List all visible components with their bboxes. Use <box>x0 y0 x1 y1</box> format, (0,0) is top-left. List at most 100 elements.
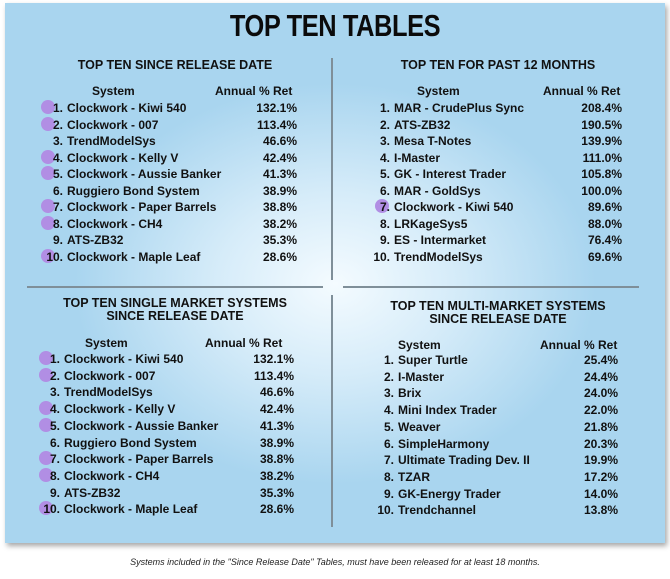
column-header-system: System <box>398 338 441 352</box>
table-row: 2. I-Master 24.4% <box>343 370 653 386</box>
table-row: 10. TrendModelSys 69.6% <box>343 250 653 266</box>
system-name: Trendchannel <box>398 503 477 518</box>
rank-number: 8. <box>379 216 390 231</box>
system-name: Ultimate Trading Dev. II <box>398 453 530 468</box>
table-row: 4. Mini Index Trader 22.0% <box>343 403 653 419</box>
table-row: 9. ES - Intermarket 76.4% <box>343 233 653 249</box>
rank-number: 5. <box>379 167 390 181</box>
system-name: GK - Interest Trader <box>394 167 507 181</box>
system-name: Clockwork - Paper Barrels <box>67 200 217 214</box>
system-name: Mesa T-Notes <box>394 134 472 148</box>
table-row: 7. Ultimate Trading Dev. II 19.9% <box>343 453 653 469</box>
system-name: Ruggiero Bond System <box>64 435 197 450</box>
annual-return-value: 208.4% <box>581 101 622 115</box>
table-row: 7. Clockwork - Paper Barrels 38.8% <box>25 199 325 216</box>
annual-return-value: 41.3% <box>259 418 294 433</box>
annual-return-value: 35.3% <box>259 485 294 500</box>
column-header-system: System <box>417 84 460 98</box>
rank-highlight-circle <box>41 248 55 263</box>
annual-return-value: 17.2% <box>583 469 618 484</box>
table-row: 3. TrendModelSys 46.6% <box>25 385 325 401</box>
table-row: 3. Brix 24.0% <box>343 386 653 402</box>
rank-number: 10. <box>377 503 394 518</box>
rank-number: 7. <box>379 200 390 214</box>
annual-return-value: 28.6% <box>259 502 294 517</box>
rank-number: 6. <box>383 436 394 451</box>
annual-return-value: 24.4% <box>583 369 618 384</box>
table-row: 1. Clockwork - Kiwi 540 132.1% <box>25 351 325 368</box>
annual-return-value: 38.8% <box>259 452 294 467</box>
rank-number: 1. <box>383 353 394 367</box>
table-row: 1. Clockwork - Kiwi 540 132.1% <box>25 100 325 117</box>
annual-return-value: 113.4% <box>253 368 294 383</box>
system-name: Clockwork - Kiwi 540 <box>64 352 184 366</box>
annual-return-value: 25.4% <box>583 353 618 367</box>
rank-highlight-circle <box>41 149 55 164</box>
annual-return-value: 132.1% <box>256 101 297 115</box>
table-title: TOP TEN FOR PAST 12 MONTHS <box>400 58 596 72</box>
rank-number: 6. <box>49 435 60 450</box>
rank-number: 10. <box>373 249 390 264</box>
table-row: 8. Clockwork - CH4 38.2% <box>25 215 325 233</box>
system-name: I-Master <box>398 369 445 384</box>
rank-number: 6. <box>379 183 390 198</box>
rank-highlight-circle <box>39 467 53 482</box>
annual-return-value: 21.8% <box>583 419 618 434</box>
rank-highlight-circle <box>39 367 53 382</box>
annual-return-value: 38.8% <box>262 200 297 214</box>
table-title: TOP TEN MULTI-MARKET SYSTEMS <box>390 299 606 313</box>
table-row: 2. ATS-ZB32 190.5% <box>343 118 653 134</box>
rank-number: 3. <box>49 385 60 400</box>
annual-return-value: 14.0% <box>583 486 618 501</box>
rank-highlight-circle <box>41 166 55 180</box>
rank-number: 10. <box>46 249 63 264</box>
annual-return-value: 69.6% <box>587 249 622 264</box>
annual-return-value: 88.0% <box>587 216 622 231</box>
rank-number: 2. <box>383 369 394 384</box>
column-header-system: System <box>92 84 135 98</box>
rank-highlight-circle <box>375 199 389 213</box>
table-row: 2. Clockwork - 007 113.4% <box>25 116 325 134</box>
table-row: 5. Weaver 21.8% <box>343 420 653 436</box>
system-name: TrendModelSys <box>64 385 153 400</box>
rank-number: 4. <box>379 150 390 165</box>
table-row: 8. LRKageSys5 88.0% <box>343 217 653 233</box>
annual-return-value: 42.4% <box>262 150 297 165</box>
column-header-system: System <box>85 336 128 350</box>
column-header-return: Annual % Ret <box>543 84 621 98</box>
table-row: 3. TrendModelSys 46.6% <box>25 134 325 150</box>
system-name: Clockwork - Kelly V <box>64 402 176 417</box>
table-row: 6. Ruggiero Bond System 38.9% <box>25 184 325 200</box>
rank-number: 4. <box>383 403 394 418</box>
system-name: GK-Energy Trader <box>398 486 501 501</box>
rank-number: 5. <box>383 419 394 434</box>
table-row: 8. TZAR 17.2% <box>343 470 653 486</box>
table-row: 1. MAR - CrudePlus Sync 208.4% <box>343 101 653 117</box>
footnote: Systems included in the "Since Release D… <box>130 557 540 567</box>
rank-highlight-circle <box>39 501 53 516</box>
system-name: Clockwork - Maple Leaf <box>67 249 201 264</box>
table-row: 5. Clockwork - Aussie Banker 41.3% <box>25 417 325 435</box>
system-name: Super Turtle <box>398 353 468 367</box>
table-row: 6. MAR - GoldSys 100.0% <box>343 184 653 200</box>
rank-number: 10. <box>43 502 60 517</box>
column-header-return: Annual % Ret <box>205 336 283 350</box>
annual-return-value: 89.6% <box>587 200 622 214</box>
rank-number: 3. <box>379 134 390 148</box>
system-name: MAR - CrudePlus Sync <box>394 101 525 115</box>
system-name: TZAR <box>398 469 430 484</box>
tables-panel: TOP TEN TABLES TOP TEN SINCE RELEASE DAT… <box>5 3 665 543</box>
annual-return-value: 35.3% <box>262 233 297 247</box>
system-name: Clockwork - 007 <box>64 368 156 383</box>
system-name: Mini Index Trader <box>398 403 497 418</box>
rank-number: 7. <box>383 453 394 468</box>
system-name: SimpleHarmony <box>398 436 490 451</box>
system-name: ATS-ZB32 <box>64 485 121 500</box>
annual-return-value: 28.6% <box>262 249 297 264</box>
annual-return-value: 41.3% <box>262 167 297 181</box>
table-title: TOP TEN SINCE RELEASE DATE <box>77 58 273 72</box>
annual-return-value: 105.8% <box>581 167 622 181</box>
table-title: SINCE RELEASE DATE <box>106 309 244 323</box>
rank-number: 9. <box>49 485 60 500</box>
system-name: Clockwork - Maple Leaf <box>64 502 198 517</box>
